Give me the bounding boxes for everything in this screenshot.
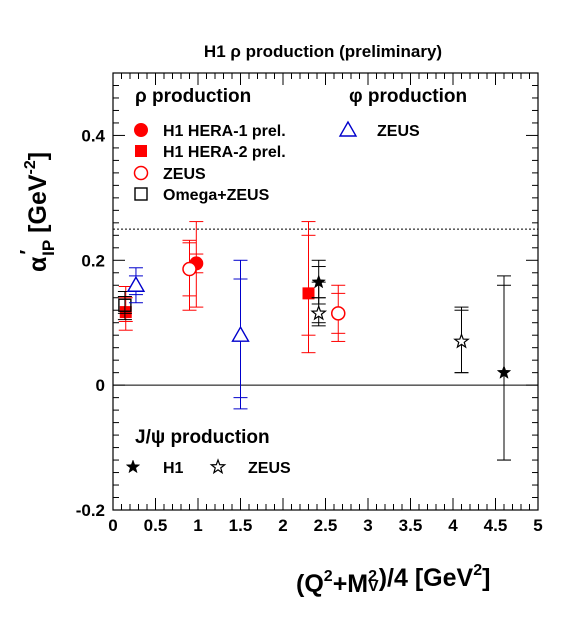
x-tick-label: 0 bbox=[108, 516, 117, 535]
data-point-4-0 bbox=[126, 267, 146, 304]
data-marker bbox=[231, 325, 250, 342]
legend-label-0: H1 HERA-1 prel. bbox=[163, 123, 286, 140]
data-marker bbox=[302, 287, 315, 300]
data-marker bbox=[331, 306, 346, 321]
data-point-2-1 bbox=[331, 284, 346, 342]
x-tick-label: 2.5 bbox=[314, 516, 338, 535]
data-marker bbox=[126, 275, 146, 292]
x-tick-label: 5 bbox=[533, 516, 542, 535]
x-tick-label: 3 bbox=[363, 516, 372, 535]
data-marker bbox=[119, 306, 132, 319]
data-marker bbox=[310, 304, 328, 321]
x-tick-label: 1.5 bbox=[229, 516, 253, 535]
legend-label-3: Omega+ZEUS bbox=[163, 187, 270, 204]
x-tick-label: 0.5 bbox=[144, 516, 168, 535]
legend-header-rho: ρ production bbox=[135, 86, 251, 107]
y-axis-label: α′IP [GeV-2] bbox=[17, 152, 58, 272]
x-tick-label: 4.5 bbox=[484, 516, 508, 535]
legend-marker-3 bbox=[134, 187, 148, 201]
data-marker bbox=[182, 261, 197, 277]
x-tick-label: 2 bbox=[278, 516, 287, 535]
x-tick-label: 4 bbox=[448, 516, 458, 535]
data-point-5-1 bbox=[496, 275, 512, 461]
y-tick-label: 0 bbox=[96, 376, 105, 395]
legend-header-phi: φ production bbox=[349, 86, 467, 107]
legend-header-jpsi: J/ψ production bbox=[135, 427, 270, 448]
legend-label-5: H1 bbox=[163, 460, 184, 477]
data-marker bbox=[118, 298, 132, 312]
legend-label-4: ZEUS bbox=[377, 123, 420, 140]
x-tick-label: 3.5 bbox=[399, 516, 423, 535]
legend-marker-2 bbox=[133, 165, 149, 181]
legend-marker-6 bbox=[209, 458, 227, 475]
y-tick-label: 0.2 bbox=[81, 251, 105, 270]
data-marker bbox=[453, 332, 470, 349]
legend-marker-0 bbox=[134, 123, 148, 137]
x-axis-label: (Q2+M2 V)/4 [GeV2] bbox=[296, 562, 490, 598]
legend-marker-5 bbox=[125, 459, 141, 474]
legend-marker-4 bbox=[338, 120, 358, 137]
y-tick-label: -0.2 bbox=[76, 501, 105, 520]
data-point-3-0 bbox=[117, 291, 132, 321]
data-point-2-0 bbox=[182, 239, 197, 311]
data-point-6-1 bbox=[453, 306, 470, 374]
data-point-1-1 bbox=[301, 221, 316, 354]
x-tick-label: 1 bbox=[193, 516, 202, 535]
legend-marker-1 bbox=[135, 145, 147, 157]
legend-label-1: H1 HERA-2 prel. bbox=[163, 144, 286, 161]
data-point-1-0 bbox=[118, 286, 133, 331]
chart-title: H1 ρ production (preliminary) bbox=[204, 42, 442, 61]
y-tick-label: 0.4 bbox=[81, 126, 105, 145]
data-point-4-1 bbox=[231, 259, 250, 410]
legend-label-6: ZEUS bbox=[248, 460, 291, 477]
legend-label-2: ZEUS bbox=[163, 166, 206, 183]
data-point-6-0 bbox=[310, 281, 328, 327]
data-marker bbox=[496, 364, 512, 379]
